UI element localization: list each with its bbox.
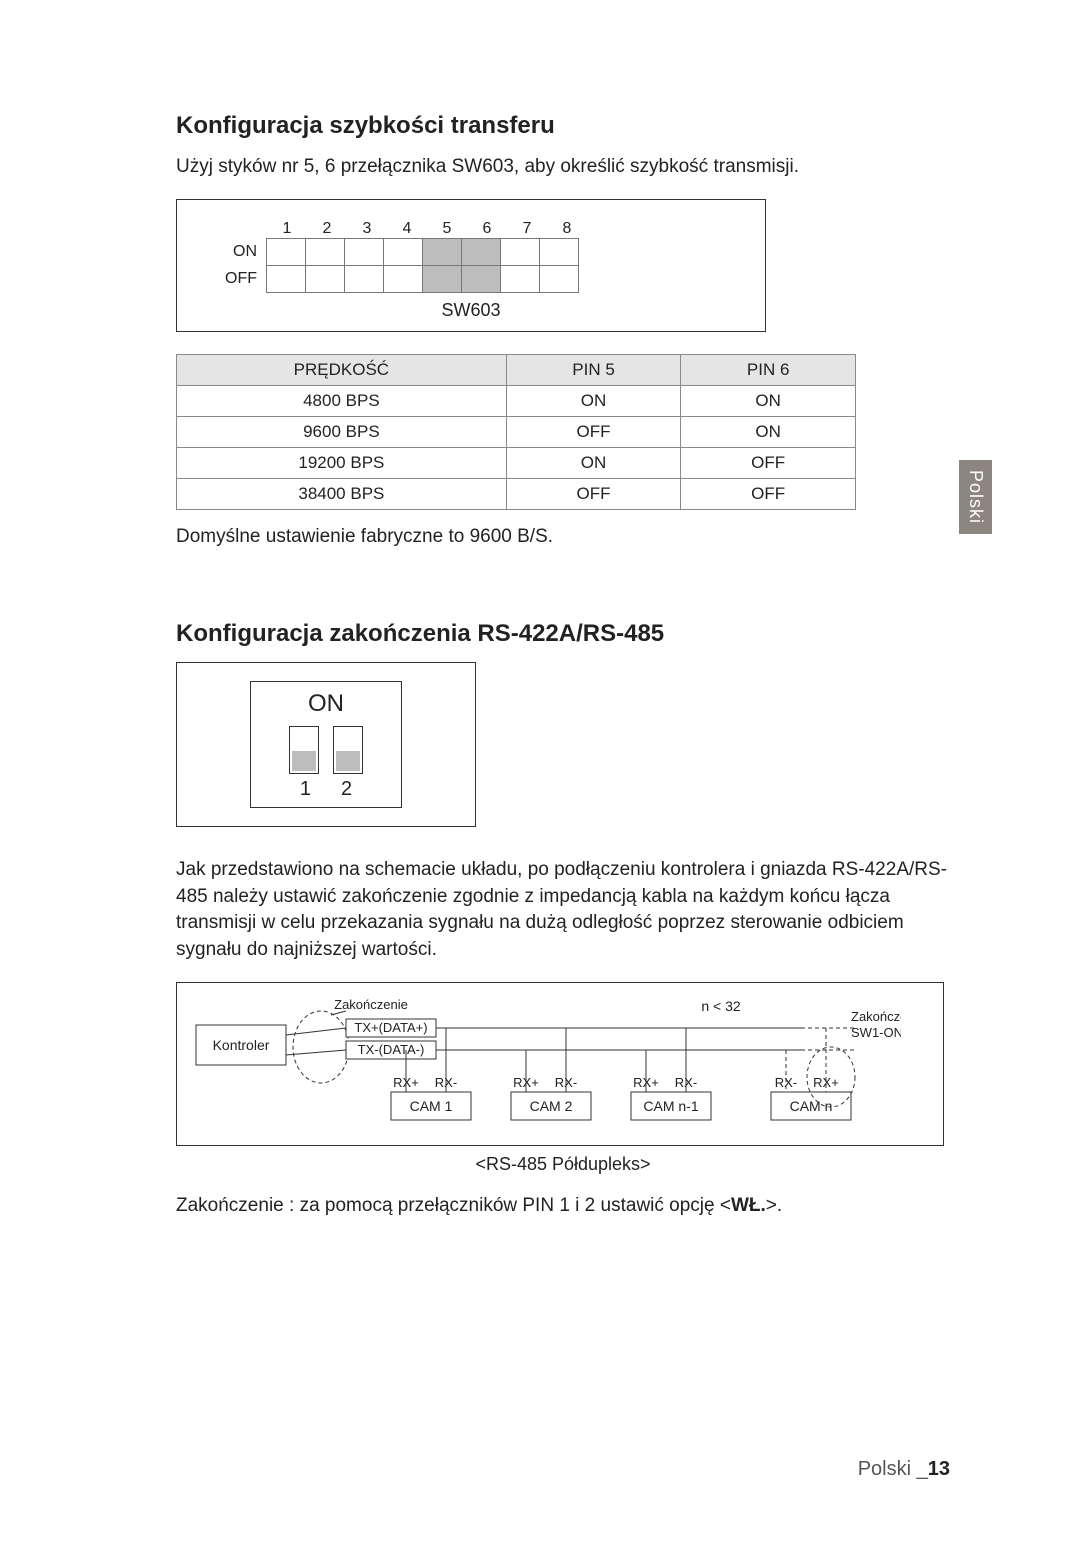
small-dip-switch-2 xyxy=(333,726,363,774)
section2-paragraph: Jak przedstawiono na schemacie układu, p… xyxy=(176,857,950,963)
dip-cell xyxy=(305,265,345,293)
dip-cell xyxy=(266,238,306,266)
rs485-bus-diagram: .t { font: 14px Arial, sans-serif; fill:… xyxy=(176,982,944,1146)
table-header: PIN 5 xyxy=(506,354,681,385)
dip-cell xyxy=(539,238,579,266)
rx-minus-label: RX- xyxy=(675,1075,697,1090)
bus-caption: <RS-485 Półdupleks> xyxy=(176,1154,950,1175)
page-footer: Polski _13 xyxy=(858,1458,950,1481)
small-dip-switch-1 xyxy=(289,726,319,774)
dip-cell xyxy=(500,238,540,266)
table-cell: OFF xyxy=(506,478,681,509)
table-header: PRĘDKOŚĆ xyxy=(177,354,507,385)
table-cell: OFF xyxy=(681,447,856,478)
dip-cell xyxy=(266,265,306,293)
term-right-bottom: SW1-ON xyxy=(851,1025,901,1040)
last-line-bold: WŁ. xyxy=(731,1195,766,1216)
dip-col-num: 1 xyxy=(267,220,307,238)
dip-col-num: 4 xyxy=(387,220,427,238)
dip-row-on: ON xyxy=(197,238,745,266)
dip-switch-sw603-diagram: 12345678 ON OFF SW603 xyxy=(176,199,766,332)
cam-label: CAM n xyxy=(790,1098,833,1114)
dip-on-label: ON xyxy=(197,243,267,261)
table-cell: 9600 BPS xyxy=(177,416,507,447)
rx-minus-label: RX+ xyxy=(813,1075,839,1090)
dip-cell xyxy=(422,265,462,293)
dip-row-off: OFF xyxy=(197,265,745,293)
table-row: 4800 BPSONON xyxy=(177,385,856,416)
section2-last-line: Zakończenie : za pomocą przełączników PI… xyxy=(176,1193,950,1220)
dip-col-num: 2 xyxy=(307,220,347,238)
dip-cell xyxy=(461,265,501,293)
dip-col-num: 8 xyxy=(547,220,587,238)
dip-cell xyxy=(539,265,579,293)
dip-cell xyxy=(383,265,423,293)
table-cell: 38400 BPS xyxy=(177,478,507,509)
dip-cell xyxy=(461,238,501,266)
section1-intro: Użyj styków nr 5, 6 przełącznika SW603, … xyxy=(176,154,950,181)
footer-lang: Polski xyxy=(858,1458,911,1480)
last-line-prefix: Zakończenie : za pomocą przełączników PI… xyxy=(176,1195,731,1216)
tx-minus-label: TX-(DATA-) xyxy=(358,1042,425,1057)
small-dip-numbers: 12 xyxy=(251,778,401,801)
dip-col-num: 3 xyxy=(347,220,387,238)
dip-cell xyxy=(344,238,384,266)
table-cell: OFF xyxy=(681,478,856,509)
section2-heading: Konfiguracja zakończenia RS-422A/RS-485 xyxy=(176,620,950,648)
table-cell: OFF xyxy=(506,416,681,447)
table-row: 19200 BPSONOFF xyxy=(177,447,856,478)
cam-label: CAM 2 xyxy=(530,1098,573,1114)
rx-minus-label: RX- xyxy=(555,1075,577,1090)
n-label: n < 32 xyxy=(701,998,741,1014)
dip-cell xyxy=(383,238,423,266)
dip-caption: SW603 xyxy=(197,300,745,321)
table-row: 9600 BPSOFFON xyxy=(177,416,856,447)
table-cell: 19200 BPS xyxy=(177,447,507,478)
dip-cell xyxy=(344,265,384,293)
cam-label: CAM n-1 xyxy=(643,1098,698,1114)
table-header: PIN 6 xyxy=(681,354,856,385)
rx-plus-label: RX- xyxy=(775,1075,797,1090)
table-cell: 4800 BPS xyxy=(177,385,507,416)
dip-cell xyxy=(305,238,345,266)
tx-plus-label: TX+(DATA+) xyxy=(354,1020,427,1035)
dip-off-label: OFF xyxy=(197,270,267,288)
last-line-suffix: >. xyxy=(766,1195,782,1216)
table-row: 38400 BPSOFFOFF xyxy=(177,478,856,509)
section1-note: Domyślne ustawienie fabryczne to 9600 B/… xyxy=(176,524,950,551)
rx-plus-label: RX+ xyxy=(513,1075,539,1090)
bus-svg: .t { font: 14px Arial, sans-serif; fill:… xyxy=(191,997,901,1137)
dip-col-num: 6 xyxy=(467,220,507,238)
term-left-label: Zakończenie xyxy=(334,997,408,1012)
small-dip-num: 2 xyxy=(341,778,352,801)
rx-minus-label: RX- xyxy=(435,1075,457,1090)
table-cell: ON xyxy=(506,385,681,416)
table-cell: ON xyxy=(506,447,681,478)
rx-plus-label: RX+ xyxy=(393,1075,419,1090)
dip-col-num: 7 xyxy=(507,220,547,238)
side-tab: Polski xyxy=(959,460,992,534)
rx-plus-label: RX+ xyxy=(633,1075,659,1090)
dip-cell xyxy=(422,238,462,266)
footer-page: 13 xyxy=(928,1458,950,1480)
baud-rate-table: PRĘDKOŚĆPIN 5PIN 6 4800 BPSONON9600 BPSO… xyxy=(176,354,856,510)
small-dip-num: 1 xyxy=(300,778,311,801)
termination-dip-diagram: ON 12 xyxy=(176,662,476,827)
small-dip-on-label: ON xyxy=(251,690,401,718)
section1-heading: Konfiguracja szybkości transferu xyxy=(176,112,950,140)
table-cell: ON xyxy=(681,385,856,416)
table-cell: ON xyxy=(681,416,856,447)
controller-label: Kontroler xyxy=(213,1037,270,1053)
dip-cell xyxy=(500,265,540,293)
dip-col-num: 5 xyxy=(427,220,467,238)
cam-label: CAM 1 xyxy=(410,1098,453,1114)
dip-column-numbers: 12345678 xyxy=(267,220,587,238)
term-right-top: Zakończenie xyxy=(851,1009,901,1024)
